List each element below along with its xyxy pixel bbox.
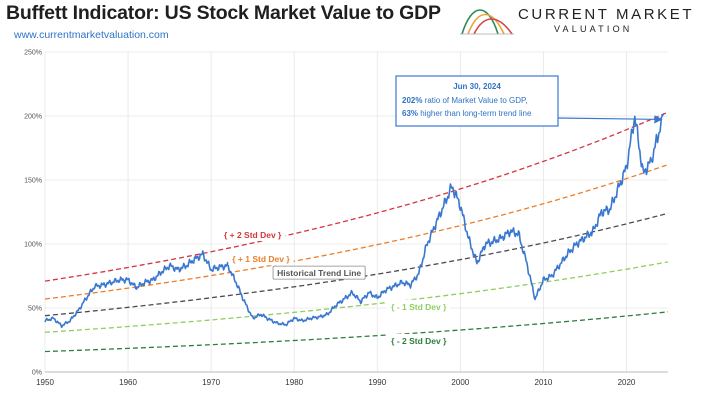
trend-line <box>44 163 669 300</box>
brand-logo: CURRENT MARKET VALUATION <box>458 4 698 40</box>
trend-line-label-group: { + 1 Std Dev } <box>228 252 294 266</box>
annotation-callout: Jun 30, 2024 202% ratio of Market Value t… <box>395 75 663 127</box>
annotation-line-2: 63% higher than long-term trend line <box>402 109 532 118</box>
annotation-line-2-highlight: 63% <box>402 109 418 118</box>
x-tick-label: 1970 <box>202 378 220 387</box>
y-tick-label: 250% <box>24 50 42 57</box>
buffett-indicator-chart: 0% 50% 100% 150% 200% 250% 1950 1960 1970 1980 199… <box>24 50 669 387</box>
annotation-line-2-text: higher than long-term trend line <box>418 109 532 118</box>
trend-label-background <box>272 265 366 280</box>
trend-line <box>44 261 669 333</box>
annotation-date: Jun 30, 2024 <box>453 82 501 91</box>
buffett-indicator-series-line <box>44 112 665 329</box>
x-tick-label: 2000 <box>451 378 469 387</box>
site-url-link[interactable]: www.currentmarketvaluation.com <box>14 29 169 41</box>
axes: 0% 50% 100% 150% 200% 250% 1950 1960 1970 1980 199… <box>24 50 668 387</box>
trend-label-background <box>219 228 286 242</box>
annotation-box <box>395 75 559 127</box>
x-tick-label: 1960 <box>119 378 137 387</box>
trend-line-label-group: { - 2 Std Dev } <box>387 333 451 347</box>
series-lines <box>44 112 665 329</box>
y-tick-label: 100% <box>24 242 42 249</box>
annotation-line-1: 202% ratio of Market Value to GDP, <box>402 96 528 105</box>
trend-label-background <box>387 299 451 313</box>
annotation-arrow <box>557 115 663 124</box>
trend-line <box>44 212 669 317</box>
trend-line-label-group: Historical Trend Line <box>272 265 366 280</box>
y-tick-label: 50% <box>28 306 42 313</box>
annotation-line-1-text: ratio of Market Value to GDP, <box>422 96 527 105</box>
brand-name: CURRENT MARKET <box>518 6 695 23</box>
trend-line-label-group: { - 1 Std Dev } <box>387 299 451 313</box>
trend-line <box>44 111 669 282</box>
trend-line-label: { + 1 Std Dev } <box>232 254 290 264</box>
trend-line <box>44 311 669 353</box>
trend-label-background <box>228 252 294 266</box>
y-tick-label: 150% <box>24 178 42 185</box>
logo-mark-icon <box>460 9 514 35</box>
trend-line-label: { - 1 Std Dev } <box>391 302 447 312</box>
page-title: Buffett Indicator: US Stock Market Value… <box>6 2 441 24</box>
trend-line-label: Historical Trend Line <box>277 268 361 278</box>
x-tick-label: 2020 <box>618 378 636 387</box>
x-tick-label: 2010 <box>535 378 553 387</box>
x-tick-label: 1980 <box>285 378 303 387</box>
trend-label-background <box>387 333 451 347</box>
trend-line-label: { - 2 Std Dev } <box>391 336 447 346</box>
trend-line-label: { + 2 Std Dev } <box>224 230 282 240</box>
trend-line-label-group: { + 2 Std Dev } <box>219 228 286 242</box>
x-tick-label: 1950 <box>36 378 54 387</box>
y-tick-label: 200% <box>24 114 42 121</box>
x-tick-label: 1990 <box>368 378 386 387</box>
gridlines <box>44 51 668 373</box>
annotation-line-1-highlight: 202% <box>402 96 422 105</box>
trend-lines <box>44 111 669 353</box>
y-tick-label: 0% <box>32 370 42 377</box>
brand-subtitle: VALUATION <box>554 24 633 34</box>
trend-line-labels: { + 2 Std Dev } { + 1 Std Dev } Historical… <box>219 228 451 347</box>
